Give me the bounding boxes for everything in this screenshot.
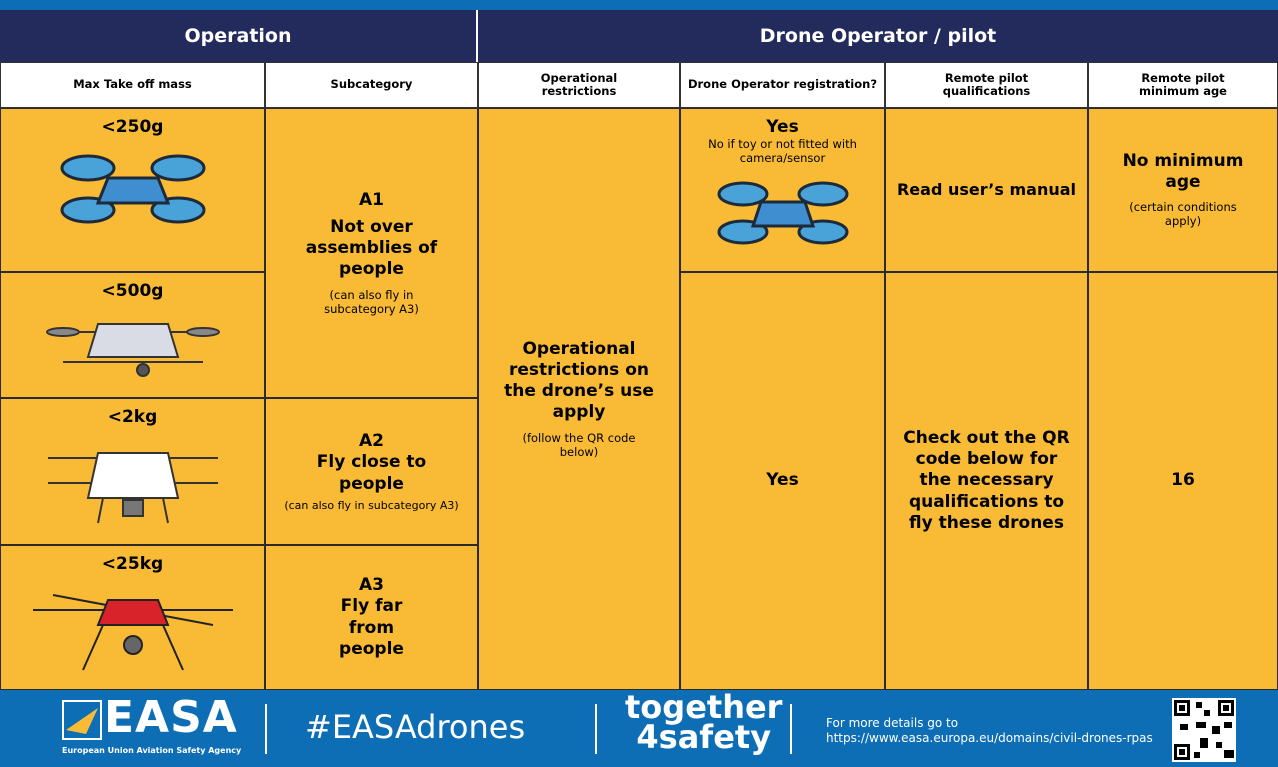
slogan-top: together [625, 688, 783, 726]
qualification-text: Check out the QR code below for the nece… [903, 427, 1070, 533]
mass-cell: <250g [0, 108, 265, 272]
logo-mark [62, 700, 102, 740]
subcategory-title: Fly far from people [339, 596, 404, 659]
agency-name: European Union Aviation Safety Agency [62, 746, 242, 755]
column-header: Subcategory [265, 62, 478, 108]
qualification-cell: Check out the QR code below for the nece… [885, 272, 1088, 690]
column-header: Remote pilot minimum age [1088, 62, 1278, 108]
subcategory-cell: A1 Not over assemblies of people (can al… [265, 108, 478, 398]
more-text: For more details go to [826, 716, 959, 730]
age-title: No minimum age [1122, 150, 1244, 193]
url: https://www.easa.europa.eu/domains/civil… [826, 731, 1153, 745]
subcategory-title: Not over assemblies of people [305, 216, 438, 280]
mass-cell: <2kg [0, 398, 265, 545]
separator [265, 704, 267, 754]
subcategory-title: Fly close to people [316, 452, 427, 494]
slogan-bottom: 4safety [636, 718, 772, 756]
subcategory-code: A1 [359, 189, 384, 210]
column-header: Operational restrictions [478, 62, 680, 108]
separator [790, 704, 792, 754]
drone-icon [45, 323, 220, 378]
column-header: Remote pilot qualifications [885, 62, 1088, 108]
subcategory-note: (can also fly in subcategory A3) [284, 498, 459, 512]
mass-label: <250g [101, 117, 164, 137]
restrictions-cell: Operational restrictions on the drone’s … [478, 108, 680, 690]
registration-cell: Yes No if toy or not fitted with camera/… [680, 108, 885, 272]
footer: EASA European Union Aviation Safety Agen… [0, 690, 1278, 767]
hashtag: #EASAdrones [305, 708, 526, 746]
mass-label: <2kg [107, 407, 158, 427]
qualification-text: Read user’s manual [896, 180, 1077, 199]
subcategory-code: A3 [359, 575, 384, 595]
registration-cell: Yes [680, 272, 885, 690]
separator [595, 704, 597, 754]
drone-icon [32, 594, 233, 671]
mass-cell: <500g [0, 272, 265, 398]
subcategory-code: A2 [359, 431, 384, 452]
column-header: Drone Operator registration? [680, 62, 885, 108]
age-cell: 16 [1088, 272, 1278, 690]
logo-text: EASA [104, 692, 238, 743]
registration-title: Yes [766, 470, 799, 491]
restrictions-title: Operational restrictions on the drone’s … [504, 338, 654, 423]
drone-icon [47, 452, 218, 524]
mass-label: <25kg [101, 554, 164, 574]
registration-title: Yes [766, 117, 799, 137]
subcategory-cell: A2 Fly close to people (can also fly in … [265, 398, 478, 545]
more-info: For more details go to https://www.easa.… [826, 716, 1153, 746]
slogan: together 4safety [625, 688, 783, 756]
registration-note: No if toy or not fitted with camera/sens… [708, 137, 857, 166]
age-note: (certain conditions apply) [1129, 200, 1237, 229]
qr-code [1172, 698, 1236, 762]
drone-icon [60, 154, 205, 224]
subcategory-note: (can also fly in subcategory A3) [324, 287, 419, 316]
mass-cell: <25kg [0, 545, 265, 690]
age-cell: No minimum age (certain conditions apply… [1088, 108, 1278, 272]
group-header: Drone Operator / pilot [478, 10, 1278, 62]
restrictions-note: (follow the QR code below) [522, 430, 636, 459]
mass-label: <500g [101, 281, 164, 301]
group-header: Operation [0, 10, 478, 62]
qualification-cell: Read user’s manual [885, 108, 1088, 272]
top-strip [0, 0, 1278, 10]
subcategory-cell: A3 Fly far from people [265, 545, 478, 690]
drone-icon [717, 181, 848, 245]
age-title: 16 [1171, 470, 1195, 491]
column-header: Max Take off mass [0, 62, 265, 108]
